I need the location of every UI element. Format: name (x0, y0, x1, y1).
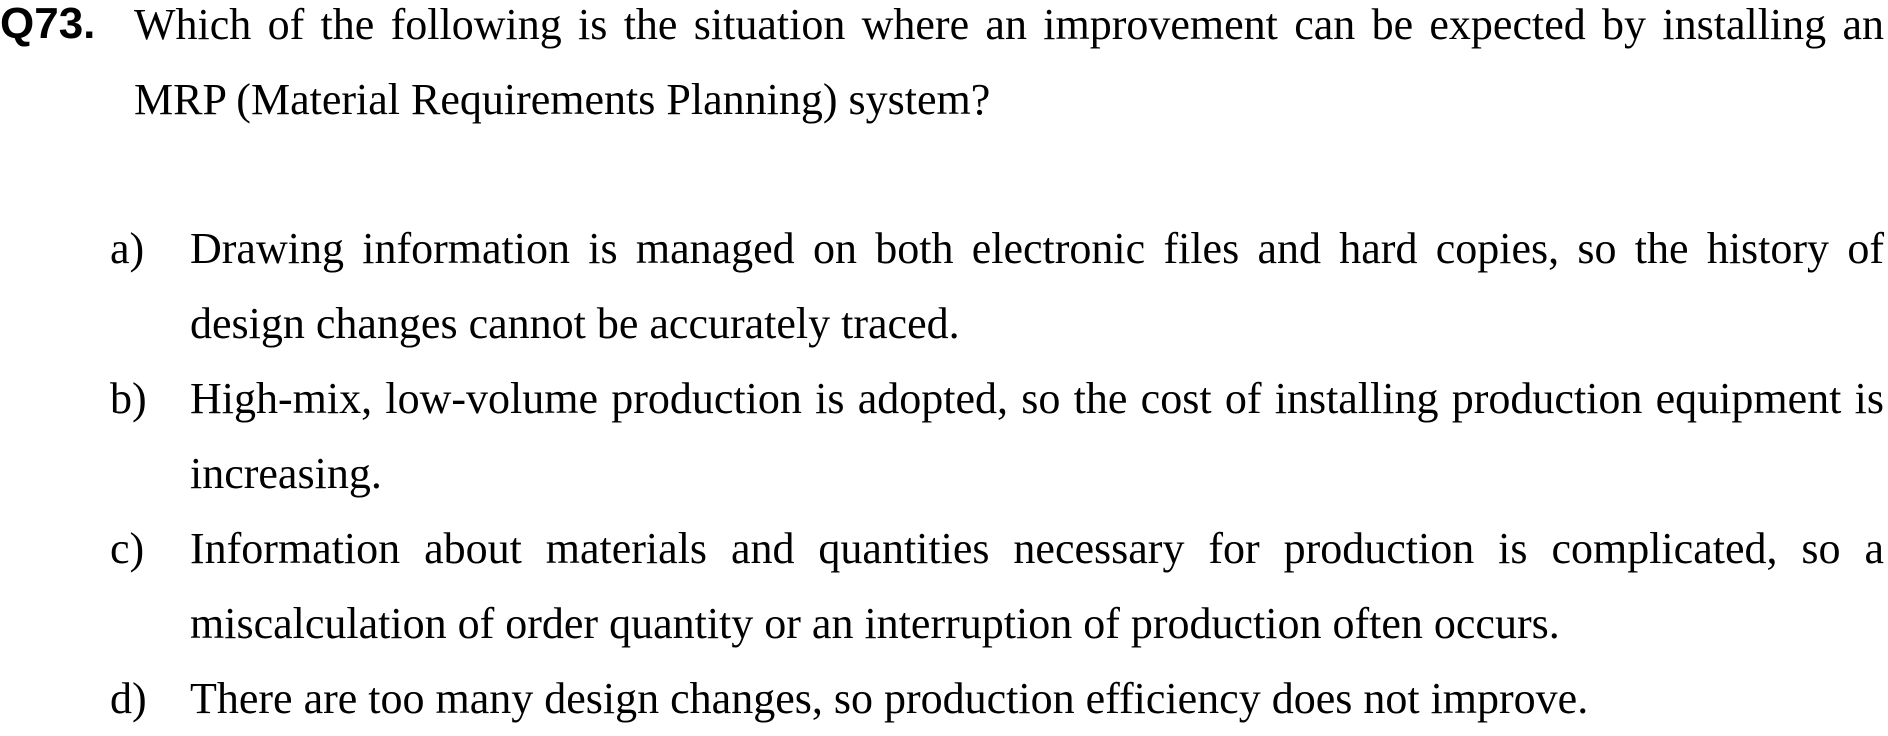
answer-options-list: a) Drawing information is managed on bot… (110, 211, 1888, 736)
question-text: Which of the following is the situation … (134, 0, 1884, 124)
option-letter: c) (110, 524, 145, 573)
option-letter: d) (110, 674, 147, 723)
answer-option-d: d) There are too many design changes, so… (110, 661, 1888, 736)
option-text: High-mix, low-volume production is adopt… (190, 374, 1884, 498)
option-letter: a) (110, 224, 145, 273)
option-letter: b) (110, 374, 147, 423)
answer-option-a: a) Drawing information is managed on bot… (110, 211, 1888, 361)
option-text: There are too many design changes, so pr… (190, 674, 1589, 723)
question-number: Q73. (0, 0, 96, 48)
option-text: Information about materials and quantiti… (190, 524, 1884, 648)
answer-option-c: c) Information about materials and quant… (110, 511, 1888, 661)
option-text: Drawing information is managed on both e… (190, 224, 1884, 348)
answer-option-b: b) High-mix, low-volume production is ad… (110, 361, 1888, 511)
